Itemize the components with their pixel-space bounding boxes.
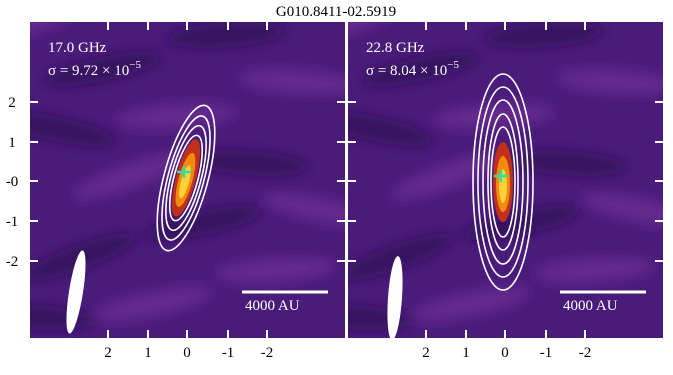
noise [348,22,663,330]
x-tick-label: -2 [579,345,592,361]
emission-core [179,165,191,199]
x-tick-label: -2 [261,345,274,361]
noise-streak [348,304,412,330]
noise-streak [166,22,286,48]
noise-streak [412,286,530,322]
contour [490,126,516,238]
noise-streak [73,152,187,200]
contour [161,115,211,241]
scale-bar-label: 4000 AU [245,298,300,314]
contour [156,104,216,252]
sigma-exponent: −5 [129,59,141,71]
x-tick-label: 0 [501,345,509,361]
noise-streak [144,205,262,241]
noise-streak [391,152,505,200]
noise-streak [434,103,554,129]
contour [487,113,519,251]
contour [482,99,524,265]
sigma-value: σ = 9.72 × 10 [48,63,129,79]
y-tick-label: -1 [6,214,19,230]
x-tick-label: 2 [104,345,112,361]
noise-streak [30,304,94,330]
noise-streak [116,103,236,129]
noise-streak [581,192,663,228]
sigma-value: σ = 8.04 × 10 [366,63,447,79]
x-tick-label: -1 [222,345,235,361]
noise-streak [534,257,654,283]
contour [472,73,534,291]
panel [348,22,663,338]
sigma-label: σ = 8.04 × 10−5 [366,59,459,79]
x-tick-label: 2 [422,345,430,361]
y-tick-label: 1 [8,135,16,151]
noise-streak [557,69,663,95]
noise-streak [30,111,116,147]
frequency-label: 17.0 GHz [48,40,107,56]
noise-streak [189,150,309,176]
beam [387,256,403,338]
beam [66,250,86,334]
x-tick-label: -1 [540,345,553,361]
contour [477,86,529,278]
panel [30,22,345,338]
x-tick-label: 0 [183,345,191,361]
noise-streak [507,150,627,176]
y-tick-label: 2 [8,95,16,111]
noise-streak [94,286,212,322]
title: G010.8411-02.5919 [276,4,396,20]
frequency-label: 22.8 GHz [366,40,425,56]
y-tick-label: -0 [6,174,19,190]
noise-streak [216,257,336,283]
sigma-label: σ = 9.72 × 10−5 [48,59,141,79]
noise-streak [263,192,345,228]
noise-streak [44,51,162,87]
sigma-exponent: −5 [447,59,459,71]
noise-streak [348,111,434,147]
x-tick-label: 1 [144,345,152,361]
noise-streak [239,69,345,95]
contour [168,134,204,222]
scale-bar-label: 4000 AU [563,298,618,314]
source [156,104,216,252]
y-tick-label: -2 [6,254,19,270]
position-marker [494,170,508,182]
noise-streak [362,51,480,87]
noise [30,22,345,330]
x-tick-label: 1 [462,345,470,361]
contour [165,124,207,232]
position-marker [177,166,191,178]
noise-streak [484,22,604,48]
